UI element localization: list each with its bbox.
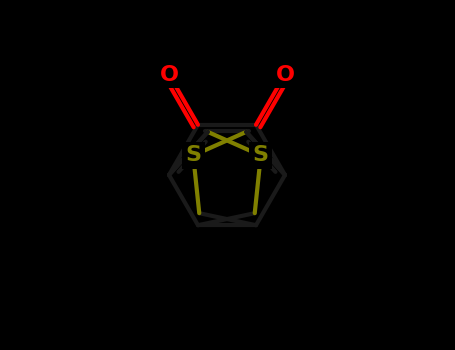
Text: S: S — [253, 146, 269, 166]
Text: O: O — [160, 64, 178, 85]
Text: S: S — [185, 146, 201, 166]
Text: O: O — [275, 64, 294, 85]
